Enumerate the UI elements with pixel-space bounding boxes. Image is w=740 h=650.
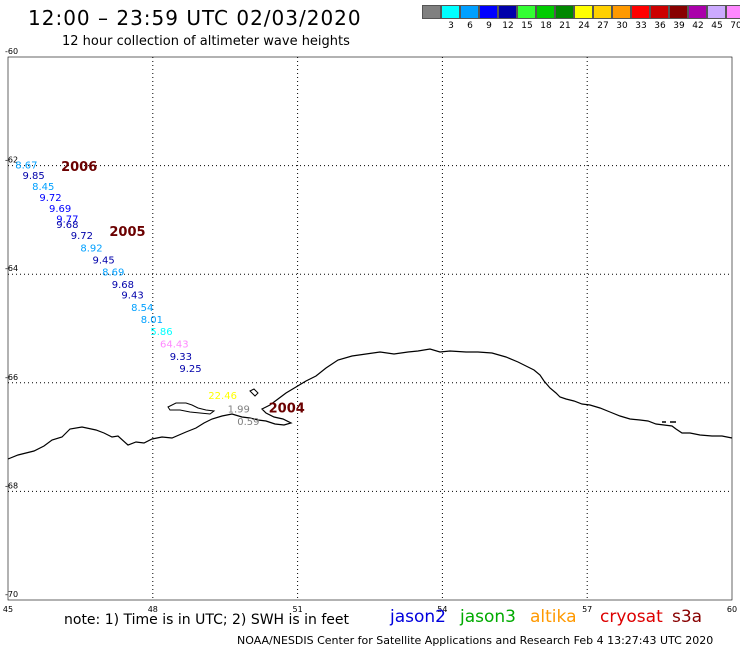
legend-tick-label: 9: [486, 21, 492, 31]
legend-tick-label: 24: [578, 21, 590, 31]
legend-swatch: [441, 5, 460, 19]
legend-swatch: [707, 5, 726, 19]
legend-swatch: [688, 5, 707, 19]
legend-swatch: [650, 5, 669, 19]
map-title: 12:00 – 23:59 UTC 02/03/2020: [28, 6, 362, 30]
satellite-name: altika: [530, 607, 577, 627]
legend-tick-label: 33: [635, 21, 647, 31]
wave-height-label: 9.33: [170, 352, 192, 363]
lat-tick-label: -64: [5, 264, 18, 273]
legend-tick-label: 27: [597, 21, 609, 31]
satellite-name: jason3: [460, 607, 516, 627]
wave-height-label: 9.69: [49, 204, 71, 215]
legend-swatch: [593, 5, 612, 19]
wave-height-label: 9.25: [179, 364, 201, 375]
legend-swatch: [574, 5, 593, 19]
wave-height-label: 8.54: [131, 303, 153, 314]
lat-tick-label: -60: [5, 47, 18, 56]
legend-swatch: [669, 5, 688, 19]
map-frame: [7, 56, 733, 601]
lon-tick-label: 57: [582, 605, 592, 614]
lon-tick-label: 54: [437, 605, 447, 614]
wave-height-label: 9.77: [56, 215, 78, 226]
legend-swatch: [422, 5, 441, 19]
legend-swatch: [726, 5, 740, 19]
pass-time-label: 2006: [61, 160, 97, 175]
wave-height-label: 9.72: [71, 231, 93, 242]
legend-tick-label: 30: [616, 21, 628, 31]
wave-height-label: 8.01: [141, 315, 163, 326]
lon-tick-label: 48: [148, 605, 158, 614]
pass-time-label: 2004: [269, 402, 305, 417]
legend-swatches: [422, 5, 740, 19]
legend-tick-label: 18: [540, 21, 552, 31]
wave-height-label: 9.43: [121, 291, 143, 302]
satellite-name: jason2: [390, 607, 446, 627]
island-outline: [167, 402, 216, 415]
legend-swatch: [612, 5, 631, 19]
legend-swatch: [479, 5, 498, 19]
legend-tick-label: 6: [467, 21, 473, 31]
pass-time-label: 2005: [109, 225, 145, 240]
lon-tick-label: 51: [293, 605, 303, 614]
wave-height-label: 8.45: [32, 182, 54, 193]
footer-note: note: 1) Time is in UTC; 2) SWH is in fe…: [64, 612, 350, 628]
wave-height-label: 9.68: [56, 220, 78, 231]
legend-swatch: [460, 5, 479, 19]
wave-height-label: 9.72: [39, 193, 61, 204]
wave-height-label: 22.46: [208, 391, 237, 402]
legend-tick-label: 42: [692, 21, 704, 31]
lon-tick-label: 60: [727, 605, 737, 614]
lon-tick-label: 45: [3, 605, 13, 614]
island-outline: [249, 388, 259, 397]
satellite-name: cryosat: [600, 607, 663, 627]
wave-height-label: 0.59: [237, 417, 259, 428]
legend-swatch: [631, 5, 650, 19]
wave-height-label: 9.45: [92, 255, 114, 266]
legend-tick-label: 39: [673, 21, 685, 31]
map-subtitle: 12 hour collection of altimeter wave hei…: [62, 34, 350, 49]
legend-tick-label: 70: [730, 21, 740, 31]
legend-tick-label: 21: [559, 21, 571, 31]
legend-tick-label: 15: [521, 21, 533, 31]
lat-tick-label: -66: [5, 373, 18, 382]
legend-swatch: [517, 5, 536, 19]
wave-height-label: 64.43: [160, 340, 189, 351]
wave-height-label: 1.99: [228, 405, 250, 416]
legend-swatch: [536, 5, 555, 19]
wave-height-label: 8.67: [15, 160, 37, 171]
wave-height-label: 9.85: [22, 171, 44, 182]
wave-height-label: 8.92: [80, 243, 102, 254]
coastline: [7, 348, 733, 460]
footer-credit: NOAA/NESDIS Center for Satellite Applica…: [237, 634, 714, 647]
legend-swatch: [498, 5, 517, 19]
legend-tick-label: 12: [502, 21, 514, 31]
wave-height-label: 5.86: [150, 327, 172, 338]
wave-height-label: 9.68: [112, 280, 134, 291]
legend-tick-label: 3: [448, 21, 454, 31]
lat-tick-label: -70: [5, 590, 18, 599]
wave-height-label: 8.69: [102, 267, 124, 278]
lat-tick-label: -68: [5, 481, 18, 490]
lat-tick-label: -62: [5, 156, 18, 165]
legend-tick-label: 36: [654, 21, 666, 31]
satellite-name: s3a: [672, 607, 703, 627]
legend-tick-label: 45: [711, 21, 723, 31]
legend-swatch: [555, 5, 574, 19]
